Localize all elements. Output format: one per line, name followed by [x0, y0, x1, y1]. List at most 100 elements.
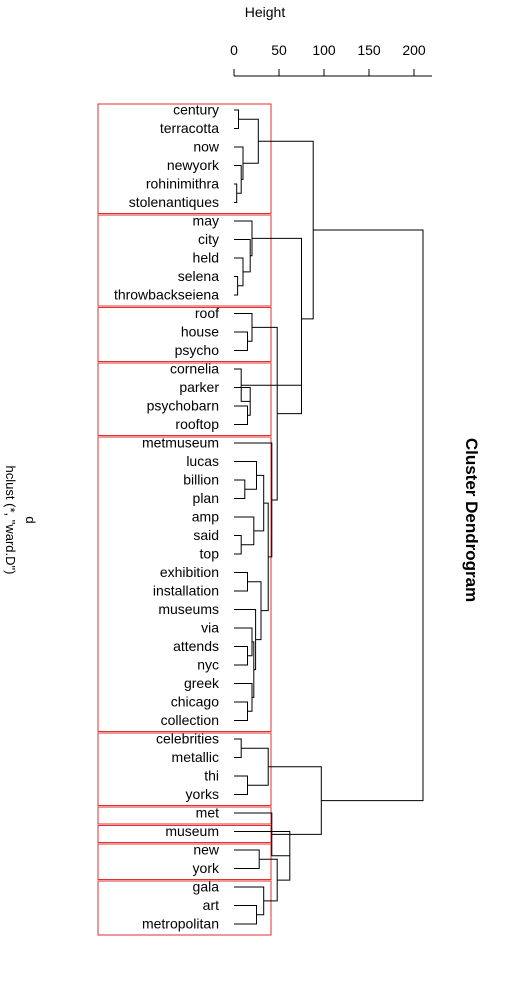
axis-title-height: Height — [245, 4, 286, 20]
dendrogram-branch — [234, 886, 265, 916]
leaf-label: billion — [183, 472, 219, 488]
cluster-box — [97, 732, 272, 806]
height-axis: 0 50 100 150 200 — [230, 42, 432, 77]
dendrogram-branch — [253, 474, 265, 532]
axis-tick-label: 50 — [271, 42, 287, 58]
dendrogram-branch — [241, 384, 302, 415]
leaf-label: lucas — [186, 453, 219, 469]
leaf-label: collection — [161, 712, 219, 728]
leaf-label: throwbackseiena — [114, 287, 219, 303]
leaf-label: rooftop — [175, 416, 219, 432]
dendrogram-branch — [313, 229, 424, 802]
chart-subtitle-line1: d — [23, 516, 38, 523]
leaf-label: celebrities — [156, 731, 219, 747]
dendrogram-branch — [234, 276, 239, 296]
leaf-label: yorks — [186, 786, 219, 802]
dendrogram-branch — [234, 479, 246, 499]
dendrogram-branch — [238, 118, 259, 164]
dendrogram-branch — [268, 766, 322, 835]
leaf-label: parker — [179, 379, 219, 395]
leaf-label: met — [196, 805, 219, 821]
leaf-label: museum — [165, 823, 219, 839]
cluster-box — [97, 436, 272, 732]
leaf-label: amp — [192, 509, 219, 525]
leaf-label: new — [193, 842, 220, 858]
dendrogram-branch — [234, 257, 244, 287]
dendrogram-branch — [234, 109, 239, 129]
dendrogram-branch — [252, 326, 278, 501]
leaf-label: house — [181, 324, 219, 340]
leaf-label: rohinimithra — [146, 176, 219, 192]
leaf-labels: centuryterracottanownewyorkrohinimithras… — [114, 102, 220, 932]
dendrogram-branch — [234, 239, 251, 273]
leaf-label: cornelia — [170, 361, 219, 377]
leaf-label: now — [193, 139, 220, 155]
leaf-label: metmuseum — [142, 435, 219, 451]
dendrogram-branch — [258, 140, 314, 320]
chart-title: Cluster Dendrogram — [462, 438, 481, 602]
cluster-box — [97, 307, 272, 362]
dendrogram-branch — [234, 683, 253, 712]
dendrogram-branch — [234, 849, 260, 869]
dendrogram-branch — [234, 701, 248, 721]
dendrogram-branch — [234, 405, 248, 425]
leaf-label: selena — [178, 268, 219, 284]
dendrogram-branch — [234, 165, 242, 194]
dendrogram-branch — [234, 313, 253, 342]
cluster-box — [97, 362, 272, 436]
leaf-label: held — [193, 250, 219, 266]
cluster-box — [97, 103, 272, 214]
leaf-label: century — [173, 102, 219, 118]
dendrogram-branch — [234, 220, 253, 257]
dendrogram-branch — [247, 581, 262, 641]
leaf-label: installation — [153, 583, 219, 599]
dendrogram-branch — [234, 183, 238, 203]
leaf-label: psychobarn — [147, 398, 219, 414]
leaf-label: thi — [204, 768, 219, 784]
dendrogram-branch — [234, 535, 242, 555]
dendrogram-branch — [234, 331, 248, 351]
chart-subtitle-line2: hclust (*, "ward.D") — [3, 466, 18, 575]
dendrogram-branch — [234, 738, 242, 758]
leaf-label: top — [200, 546, 220, 562]
leaf-label: museums — [158, 601, 219, 617]
leaf-label: chicago — [171, 694, 219, 710]
leaf-label: art — [203, 897, 219, 913]
dendrogram-branch — [259, 858, 278, 902]
leaf-label: metropolitan — [142, 916, 219, 932]
leaf-label: attends — [173, 638, 219, 654]
cluster-box — [97, 214, 272, 307]
leaf-label: city — [198, 231, 219, 247]
leaf-label: via — [201, 620, 219, 636]
leaf-label: plan — [193, 490, 219, 506]
leaf-label: metallic — [172, 749, 219, 765]
dendrogram-branch — [241, 747, 269, 786]
dendrogram-branch — [234, 572, 248, 592]
leaf-label: newyork — [167, 157, 220, 173]
cluster-box — [97, 825, 272, 843]
leaf-label: psycho — [175, 342, 220, 358]
leaf-label: greek — [184, 675, 220, 691]
cluster-box — [97, 843, 272, 880]
cluster-box — [97, 880, 272, 936]
leaf-label: may — [193, 213, 219, 229]
dendrogram-branch — [234, 905, 257, 925]
leaf-label: stolenantiques — [129, 194, 219, 210]
dendrogram-branch — [234, 627, 253, 657]
leaf-label: said — [193, 527, 219, 543]
leaf-label: roof — [195, 305, 219, 321]
leaf-label: exhibition — [160, 564, 219, 580]
dendrogram-branch — [234, 442, 273, 558]
dendrogram-branch — [261, 502, 269, 612]
dendrogram-branch — [234, 516, 255, 546]
leaf-label: nyc — [197, 657, 219, 673]
axis-tick-label: 100 — [312, 42, 336, 58]
cluster-box — [97, 806, 272, 825]
cluster-boxes — [97, 103, 272, 936]
dendrogram-branch — [234, 775, 248, 795]
leaf-label: york — [193, 860, 220, 876]
axis-tick-label: 150 — [357, 42, 381, 58]
dendrogram-branches — [234, 109, 424, 925]
axis-tick-label: 0 — [230, 42, 238, 58]
